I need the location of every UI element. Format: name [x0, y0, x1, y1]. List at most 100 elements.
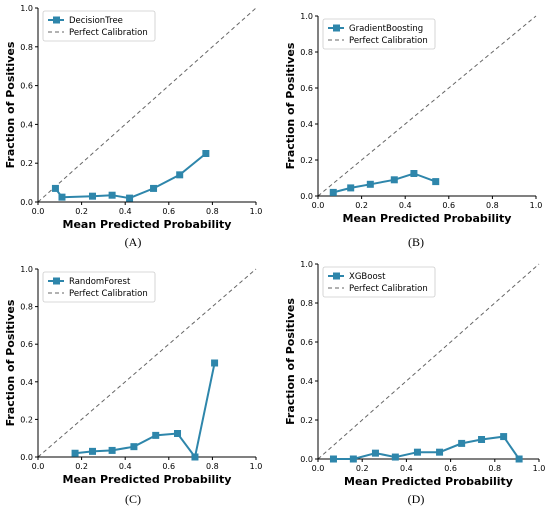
y-tick-label: 0.2	[300, 156, 313, 165]
calibration-point	[174, 430, 182, 437]
legend-reference-label: Perfect Calibration	[349, 284, 428, 294]
x-tick-label: 0.4	[399, 201, 412, 210]
y-tick-label: 0.6	[300, 338, 313, 347]
calibration-point	[51, 184, 59, 192]
x-tick-label: 0.8	[206, 207, 219, 216]
perfect-calibration-line	[317, 263, 540, 460]
calibration-point	[371, 449, 379, 457]
calibration-point	[126, 194, 134, 202]
x-axis-title: Mean Predicted Probability	[344, 475, 513, 488]
calibration-point	[390, 176, 398, 184]
calibration-panel: 0.0 0.2 0.4 0.6 0.8 1.0 0.0 0.2 0.4 0.6 0.8 1.0 Mean…	[284, 260, 545, 506]
x-tick-label: 1.0	[250, 462, 263, 471]
calibration-curve-line	[54, 152, 207, 200]
calibration-point	[366, 180, 374, 188]
y-tick-label: 1.0	[20, 265, 33, 274]
calibration-point	[191, 453, 199, 461]
y-axis-title: Fraction of Positives	[4, 41, 17, 168]
x-axis-title: Mean Predicted Probability	[63, 218, 232, 231]
x-tick-label: 0.2	[75, 207, 88, 216]
x-tick-label: 0.8	[486, 201, 499, 210]
y-tick-label: 1.0	[20, 4, 33, 13]
x-tick-label: 0.2	[75, 462, 88, 471]
y-tick-label: 1.0	[300, 12, 313, 21]
y-tick-label: 0.2	[20, 159, 33, 168]
legend-box	[42, 271, 156, 303]
calibration-point	[108, 446, 116, 454]
y-tick-label: 1.0	[300, 260, 313, 269]
y-axis-title: Fraction of Positives	[284, 42, 297, 169]
x-tick-label: 1.0	[530, 201, 543, 210]
y-tick-label: 0.6	[20, 82, 33, 91]
x-tick-label: 0.2	[355, 201, 368, 210]
y-axis-title: Fraction of Positives	[4, 299, 17, 426]
calibration-point	[58, 193, 66, 201]
legend-series-label: DecisionTree	[69, 16, 123, 26]
calibration-point	[71, 449, 79, 457]
legend-box	[42, 10, 156, 42]
calibration-point	[500, 433, 508, 441]
calibration-point	[89, 192, 96, 200]
y-tick-label: 0.8	[20, 43, 33, 52]
legend-reference-label: Perfect Calibration	[69, 289, 148, 299]
x-tick-label: 0.2	[356, 464, 369, 473]
calibration-curve-line	[333, 435, 520, 460]
x-tick-label: 0.6	[162, 462, 175, 471]
calibration-point	[432, 178, 440, 186]
x-axis-title: Mean Predicted Probability	[343, 212, 512, 225]
y-tick-label: 0.8	[20, 303, 33, 312]
legend-series-label: GradientBoosting	[349, 24, 423, 34]
panel-label: (A)	[125, 235, 142, 249]
y-tick-label: 0.2	[20, 415, 33, 424]
y-tick-label: 0.0	[300, 455, 313, 464]
y-tick-label: 0.0	[20, 198, 33, 207]
legend-series-marker	[53, 277, 60, 285]
calibration-point	[108, 191, 116, 199]
calibration-point	[211, 359, 219, 367]
legend-series-label: XGBoost	[349, 272, 386, 282]
x-tick-label: 1.0	[533, 464, 546, 473]
calibration-point	[130, 443, 138, 451]
legend: GradientBoosting Perfect Calibration	[322, 18, 436, 50]
y-axis-title: Fraction of Positives	[284, 298, 297, 425]
calibration-point	[329, 188, 337, 196]
x-axis-title: Mean Predicted Probability	[63, 473, 232, 486]
panel-label: (B)	[408, 235, 424, 249]
legend-series-marker	[53, 16, 60, 24]
calibration-point	[176, 171, 184, 179]
x-tick-label: 0.4	[400, 464, 413, 473]
calibration-point	[152, 431, 160, 439]
y-tick-label: 0.4	[300, 377, 313, 386]
x-tick-label: 0.4	[119, 462, 132, 471]
calibration-panel: 0.0 0.2 0.4 0.6 0.8 1.0 0.0 0.2 0.4 0.6 0.8 1.0 Mean…	[4, 4, 262, 249]
legend-reference-label: Perfect Calibration	[349, 36, 428, 46]
legend-series-marker	[333, 24, 340, 32]
calibration-point	[478, 436, 486, 443]
calibration-point	[410, 170, 418, 177]
y-tick-label: 0.8	[300, 48, 313, 57]
y-tick-label: 0.4	[20, 378, 33, 387]
x-tick-label: 1.0	[250, 207, 263, 216]
calibration-point	[150, 184, 158, 192]
y-tick-label: 0.4	[20, 120, 33, 129]
x-tick-label: 0.8	[488, 464, 501, 473]
legend-series-marker	[333, 272, 340, 280]
legend-series-label: RandomForest	[69, 277, 131, 287]
calibration-point	[347, 184, 355, 192]
y-tick-label: 0.2	[300, 416, 313, 425]
x-tick-label: 0.6	[162, 207, 175, 216]
x-tick-label: 0.6	[442, 201, 455, 210]
calibration-point	[202, 150, 210, 157]
y-tick-label: 0.4	[300, 120, 313, 129]
calibration-point	[349, 455, 357, 463]
y-tick-label: 0.0	[20, 453, 33, 462]
y-tick-label: 0.0	[300, 192, 313, 201]
y-tick-label: 0.6	[300, 84, 313, 93]
legend: RandomForest Perfect Calibration	[42, 271, 156, 303]
x-tick-label: 0.0	[32, 207, 45, 216]
calibration-panel: 0.0 0.2 0.4 0.6 0.8 1.0 0.0 0.2 0.4 0.6 0.8 1.0 Mean…	[4, 265, 262, 506]
panel-label: (D)	[408, 492, 425, 506]
calibration-point	[413, 448, 421, 456]
x-tick-label: 0.6	[444, 464, 457, 473]
